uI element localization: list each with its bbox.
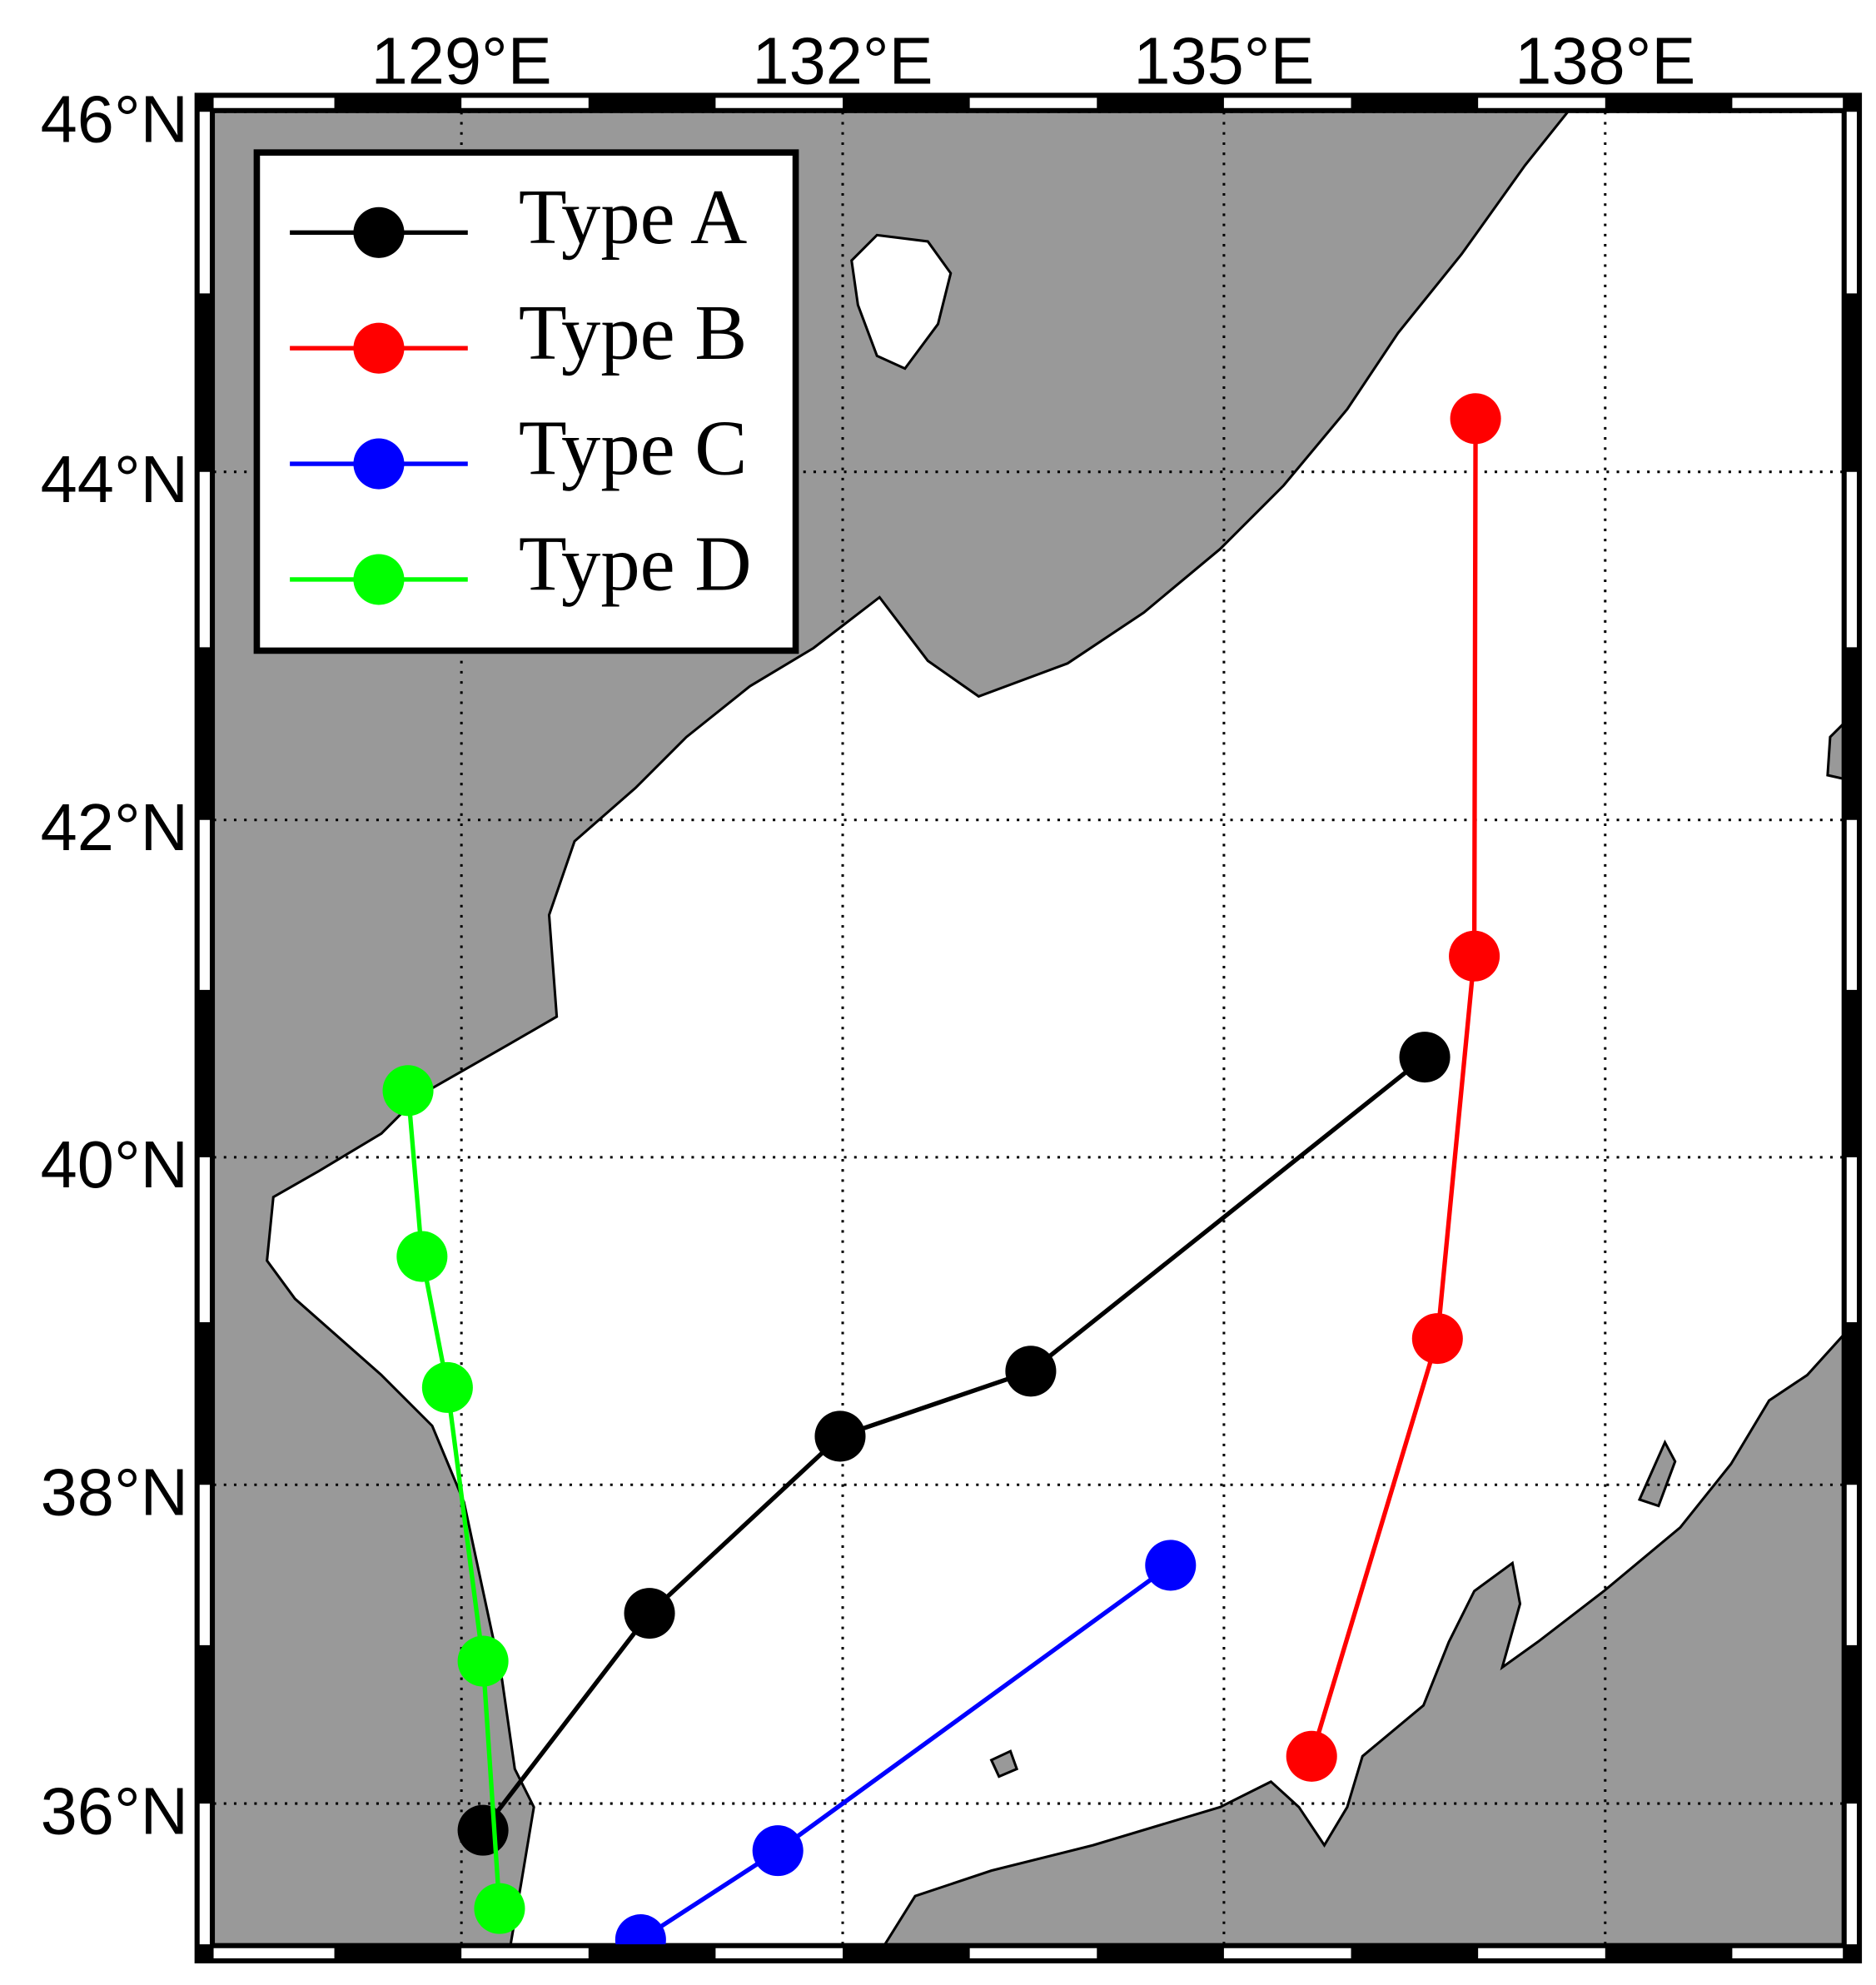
lake xyxy=(850,233,953,371)
x-tick-label: 135°E xyxy=(1133,23,1314,97)
track-point xyxy=(1145,1540,1197,1591)
x-tick-label: 138°E xyxy=(1515,23,1695,97)
legend-label: Type B xyxy=(519,290,748,376)
track-point xyxy=(615,1914,666,1945)
island-sado xyxy=(1637,1439,1677,1508)
legend-marker xyxy=(353,438,405,490)
legend: Type A Type B Type C Type D xyxy=(253,149,799,654)
land-hokkaido xyxy=(1826,722,1844,780)
track-point xyxy=(1399,1032,1451,1083)
tracks xyxy=(382,393,1501,1945)
track-point xyxy=(457,1804,509,1856)
track-point xyxy=(624,1588,675,1639)
track-line xyxy=(1309,418,1478,1758)
legend-marker xyxy=(353,206,405,258)
frame xyxy=(194,92,1863,1964)
track-point xyxy=(1286,1730,1337,1782)
x-tick-label: 129°E xyxy=(371,23,552,97)
track-point xyxy=(382,1065,434,1117)
y-tick-label: 40°N xyxy=(41,1127,188,1201)
legend-label: Type C xyxy=(519,405,748,492)
track-point xyxy=(752,1825,804,1877)
legend-box xyxy=(253,149,799,654)
y-tick-label: 36°N xyxy=(41,1774,188,1848)
land-japan xyxy=(883,1333,1844,1945)
track-point xyxy=(1450,393,1501,445)
track-point xyxy=(814,1410,866,1462)
legend-label: Type D xyxy=(519,521,752,608)
track-point xyxy=(457,1635,509,1687)
legend-label: Type A xyxy=(519,174,748,261)
track-point xyxy=(1449,930,1500,982)
track-point xyxy=(421,1361,473,1413)
legend-marker xyxy=(353,554,405,605)
track-point xyxy=(474,1883,525,1934)
track-point xyxy=(396,1231,448,1282)
tick-labels: 129°E 132°E 135°E 138°E 36°N 38°N 40°N 42°N 44°N… xyxy=(41,23,1696,1848)
track-point xyxy=(1005,1346,1057,1397)
x-tick-label: 132°E xyxy=(752,23,933,97)
island-oki xyxy=(989,1749,1019,1779)
track-point xyxy=(1411,1313,1463,1365)
legend-marker xyxy=(353,322,405,374)
y-tick-label: 44°N xyxy=(41,442,188,516)
y-tick-label: 38°N xyxy=(41,1455,188,1529)
y-tick-label: 42°N xyxy=(41,790,188,864)
y-tick-label: 46°N xyxy=(41,82,188,157)
